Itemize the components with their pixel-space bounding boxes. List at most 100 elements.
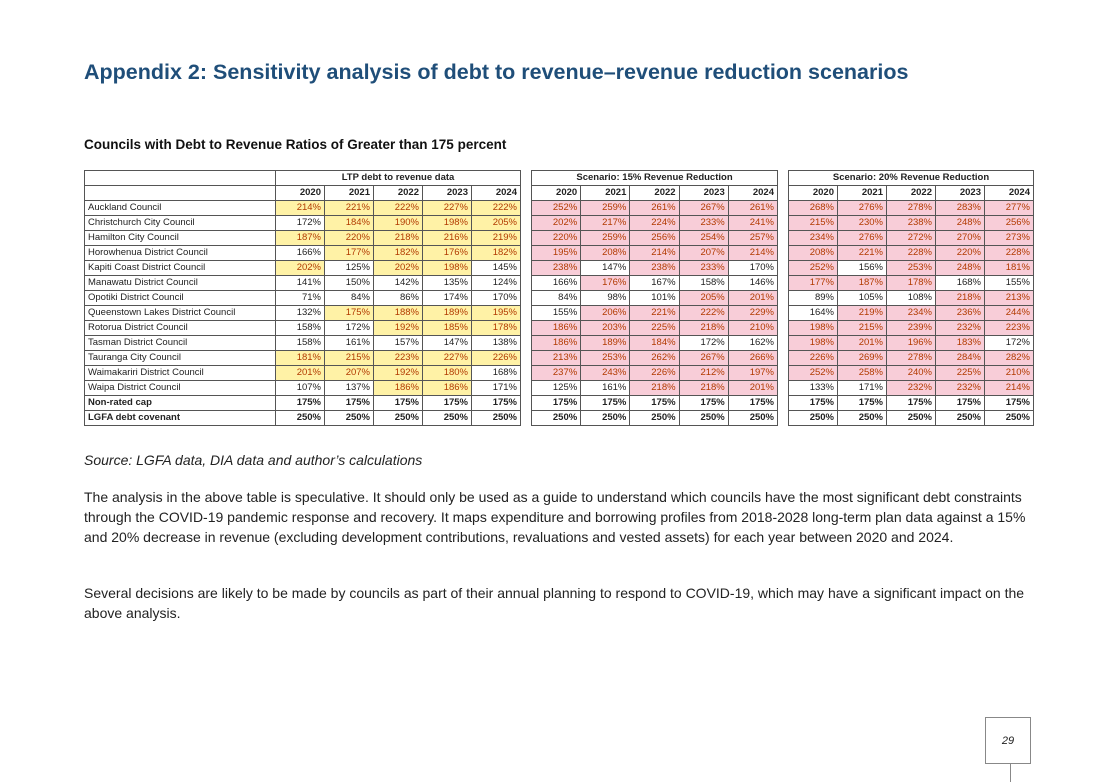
decisions-paragraph: Several decisions are likely to be made … <box>84 585 1025 621</box>
year-header-cell: 2024 <box>727 185 779 201</box>
value-cell: 71% <box>275 290 325 306</box>
value-cell: 167% <box>629 275 680 291</box>
value-cell: 206% <box>580 305 631 321</box>
table-row: 201% 207% 192% 180% 168% <box>275 365 521 381</box>
value-cell: 224% <box>629 215 680 231</box>
group-header: Scenario: 20% Revenue Reduction <box>788 170 1034 186</box>
value-cell: 108% <box>886 290 936 306</box>
table-row: 187% 220% 218% 216% 219% <box>275 230 521 246</box>
value-cell: 180% <box>422 365 472 381</box>
value-cell: 187% <box>275 230 325 246</box>
value-cell: 248% <box>935 260 985 276</box>
value-cell: 254% <box>678 230 729 246</box>
table-row: 132% 175% 188% 189% 195% <box>275 305 521 321</box>
table-row: Horowhenua District Council <box>84 245 276 261</box>
value-cell: 172% <box>275 215 325 231</box>
value-cell: 89% <box>788 290 838 306</box>
value-cell: 240% <box>886 365 936 381</box>
value-cell: 208% <box>580 245 631 261</box>
value-cell: 195% <box>471 305 521 321</box>
table-row: 252% 258% 240% 225% 210% <box>788 365 1034 381</box>
page-number-box: 29 <box>985 717 1031 764</box>
year-header-cell: 2021 <box>580 185 631 201</box>
value-cell: 176% <box>422 245 472 261</box>
table-row: Rotorua District Council <box>84 320 276 336</box>
value-cell: 284% <box>935 350 985 366</box>
table-row: 198% 201% 196% 183% 172% <box>788 335 1034 351</box>
table-row: 71% 84% 86% 174% 170% <box>275 290 521 306</box>
value-cell: 172% <box>324 320 374 336</box>
table-row: 158% 161% 157% 147% 138% <box>275 335 521 351</box>
council-name-cell: Non-rated cap <box>84 395 276 411</box>
header-row <box>84 170 276 186</box>
value-cell: 218% <box>629 380 680 396</box>
value-cell: 210% <box>727 320 779 336</box>
value-cell: 283% <box>935 200 985 216</box>
table-row: 155% 206% 221% 222% 229% <box>530 305 779 321</box>
value-cell: 257% <box>727 230 779 246</box>
value-cell: 170% <box>727 260 779 276</box>
table-row: 141% 150% 142% 135% 124% <box>275 275 521 291</box>
value-cell: 161% <box>580 380 631 396</box>
table-row: 158% 172% 192% 185% 178% <box>275 320 521 336</box>
table-row: 214% 221% 222% 227% 222% <box>275 200 521 216</box>
value-cell: 210% <box>984 365 1034 381</box>
value-cell: 135% <box>422 275 472 291</box>
value-cell: 222% <box>471 200 521 216</box>
year-header-cell: 2022 <box>886 185 936 201</box>
value-cell: 175% <box>678 395 729 411</box>
value-cell: 146% <box>727 275 779 291</box>
value-cell: 250% <box>530 410 582 426</box>
value-cell: 213% <box>530 350 582 366</box>
value-cell: 195% <box>530 245 582 261</box>
table-row: 177% 187% 178% 168% 155% <box>788 275 1034 291</box>
value-cell: 258% <box>837 365 887 381</box>
group-header: Scenario: 15% Revenue Reduction <box>531 170 778 186</box>
value-cell: 268% <box>788 200 838 216</box>
value-cell: 182% <box>373 245 423 261</box>
value-cell: 228% <box>886 245 936 261</box>
value-cell: 250% <box>324 410 374 426</box>
value-cell: 155% <box>530 305 582 321</box>
value-cell: 267% <box>678 200 729 216</box>
value-cell: 214% <box>629 245 680 261</box>
value-cell: 162% <box>727 335 779 351</box>
value-cell: 217% <box>580 215 631 231</box>
value-cell: 222% <box>678 305 729 321</box>
value-cell: 205% <box>678 290 729 306</box>
value-cell: 145% <box>471 260 521 276</box>
value-cell: 168% <box>935 275 985 291</box>
value-cell: 221% <box>629 305 680 321</box>
council-name-cell: Christchurch City Council <box>84 215 276 231</box>
value-cell: 237% <box>530 365 582 381</box>
table-row: Manawatu District Council <box>84 275 276 291</box>
value-cell: 226% <box>471 350 521 366</box>
table-row: Christchurch City Council <box>84 215 276 231</box>
value-cell: 218% <box>935 290 985 306</box>
value-cell: 232% <box>935 320 985 336</box>
table-row: Hamilton City Council <box>84 230 276 246</box>
value-cell: 197% <box>727 365 779 381</box>
year-header-cell: 2023 <box>935 185 985 201</box>
year-header-cell: 2023 <box>422 185 472 201</box>
value-cell: 233% <box>678 260 729 276</box>
table-row: Non-rated cap <box>84 395 276 411</box>
value-cell: 142% <box>373 275 423 291</box>
year-row <box>84 185 276 201</box>
value-cell: 175% <box>886 395 936 411</box>
value-cell: 157% <box>373 335 423 351</box>
value-cell: 223% <box>373 350 423 366</box>
value-cell: 222% <box>373 200 423 216</box>
council-name-cell: Kapiti Coast District Council <box>84 260 276 276</box>
table-row: 107% 137% 186% 186% 171% <box>275 380 521 396</box>
value-cell: 175% <box>422 395 472 411</box>
value-cell: 164% <box>788 305 838 321</box>
value-cell: 132% <box>275 305 325 321</box>
value-cell: 178% <box>886 275 936 291</box>
table-row: 84% 98% 101% 205% 201% <box>530 290 779 306</box>
value-cell: 230% <box>837 215 887 231</box>
value-cell: 175% <box>471 395 521 411</box>
value-cell: 188% <box>373 305 423 321</box>
table-row: 202% 125% 202% 198% 145% <box>275 260 521 276</box>
year-header-cell: 2020 <box>788 185 838 201</box>
